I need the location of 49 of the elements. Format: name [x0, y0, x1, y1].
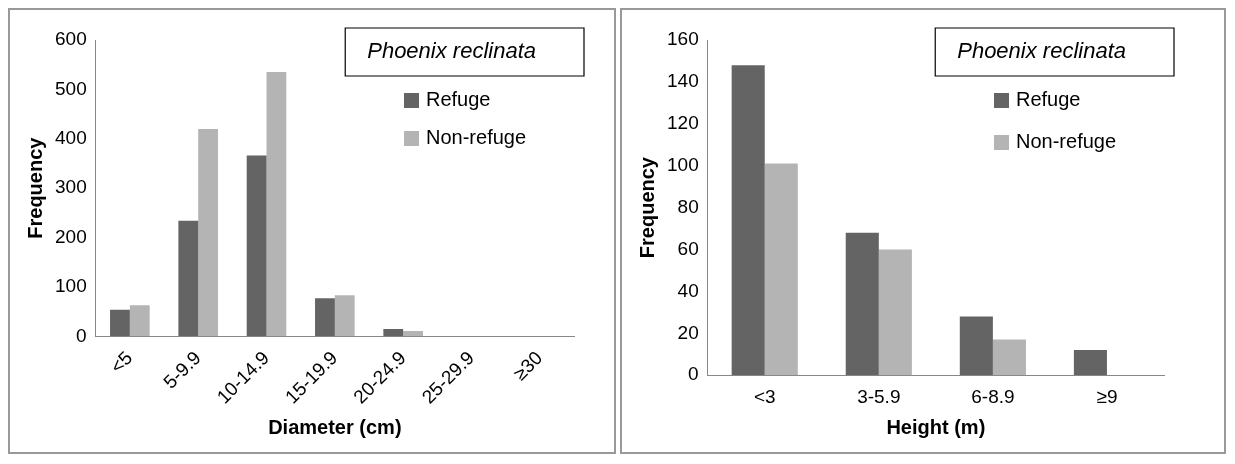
x-tick-label: ≥30: [509, 347, 547, 385]
y-tick-label: 20: [677, 321, 699, 343]
bar: [959, 316, 993, 376]
x-axis-title: Height (m): [886, 415, 986, 438]
y-tick-label: 140: [667, 70, 699, 92]
bar: [1073, 350, 1107, 376]
y-tick-label: 600: [55, 28, 87, 50]
x-tick-label: 6-8.9: [971, 385, 1015, 407]
y-axis-title: Frequency: [23, 136, 46, 239]
legend-label: Non-refuge: [1016, 129, 1117, 152]
y-tick-label: 0: [688, 363, 699, 385]
bar: [334, 295, 355, 337]
bar: [383, 328, 404, 337]
bar: [266, 72, 287, 337]
bar: [731, 65, 765, 376]
bar: [178, 220, 199, 337]
x-tick-label: <3: [753, 385, 776, 407]
x-tick-label: <5: [106, 347, 137, 378]
y-tick-label: 60: [677, 237, 699, 259]
bar: [246, 155, 267, 337]
legend-label: Refuge: [426, 87, 491, 110]
chart-title: Phoenix reclinata: [957, 38, 1127, 64]
y-tick-label: 300: [55, 176, 87, 198]
y-axis-title: Frequency: [635, 156, 658, 259]
legend-label: Refuge: [1016, 87, 1081, 110]
bar: [110, 309, 130, 337]
y-tick-label: 160: [667, 28, 699, 50]
legend-label: Non-refuge: [426, 125, 527, 148]
bar: [198, 128, 219, 337]
y-tick-label: 40: [677, 279, 699, 301]
bar: [315, 298, 335, 337]
x-axis-title: Diameter (cm): [268, 415, 402, 438]
x-tick-label: 3-5.9: [857, 385, 901, 407]
y-tick-label: 0: [76, 324, 87, 346]
y-tick-label: 200: [55, 225, 87, 247]
x-tick-label: ≥9: [1096, 385, 1118, 407]
bar: [992, 339, 1026, 376]
bar: [878, 249, 912, 376]
y-tick-label: 80: [677, 195, 699, 217]
y-tick-label: 500: [55, 77, 87, 99]
bar: [764, 163, 798, 376]
y-tick-label: 400: [55, 127, 87, 148]
chart-title: Phoenix reclinata: [367, 38, 537, 64]
y-tick-label: 100: [55, 275, 87, 297]
bar: [129, 305, 150, 337]
bar: [403, 330, 423, 337]
y-tick-label: 120: [667, 112, 699, 134]
bar: [845, 232, 879, 376]
y-tick-label: 100: [667, 153, 699, 175]
